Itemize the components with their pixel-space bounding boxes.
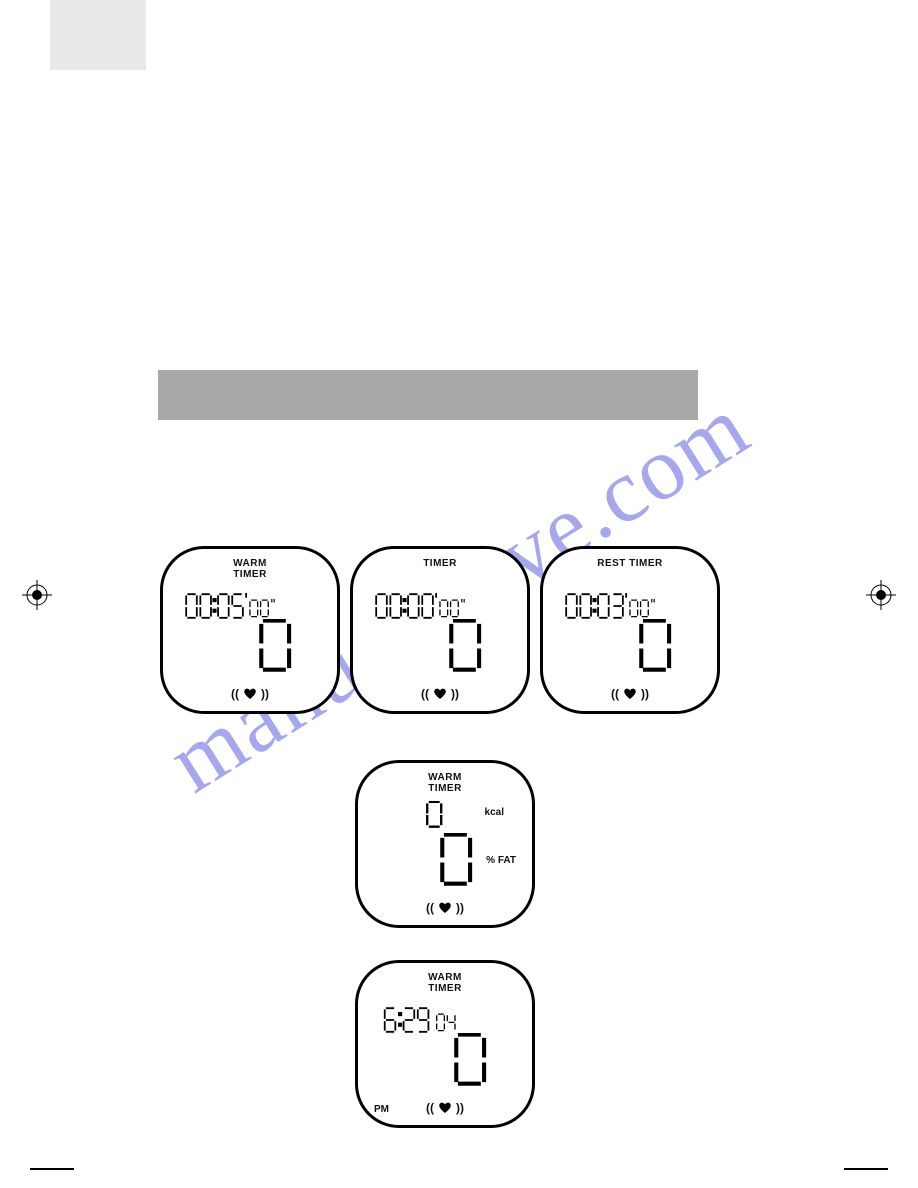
heart-icon — [623, 688, 637, 700]
kcal-label: kcal — [485, 807, 504, 818]
footer-line-right — [844, 1168, 888, 1170]
fat-label: % FAT — [486, 855, 516, 866]
watch-timer-big — [449, 619, 483, 673]
heart-icon — [438, 902, 452, 914]
watch-warm-timer: WARM TIMER — [160, 546, 340, 714]
label-warm: WARM — [358, 773, 532, 784]
heart-icon — [243, 688, 257, 700]
registration-mark-left — [22, 580, 52, 615]
watch-timer: TIMER — [350, 546, 530, 714]
seg-time-rest — [565, 591, 689, 621]
heart-row: (( )) — [358, 901, 532, 915]
watch-clock-big — [454, 1033, 488, 1087]
page: manualshive.com WARM TIMER — [0, 0, 918, 1188]
seg-big-zero — [259, 619, 293, 673]
watch-row-3: WARM TIMER PM — [355, 960, 535, 1128]
corner-box — [50, 0, 146, 70]
label-rest-timer: REST TIMER — [543, 559, 717, 570]
heart-icon — [433, 688, 447, 700]
watch-rest-time — [565, 591, 689, 621]
kcal-value — [426, 801, 444, 834]
watch-warm-time — [185, 591, 309, 621]
grey-bar — [158, 370, 698, 420]
watch-row-1: WARM TIMER — [160, 546, 720, 714]
label-timer: TIMER — [353, 559, 527, 570]
label-timer: TIMER — [358, 784, 532, 795]
watch-rest-labels: REST TIMER — [543, 559, 717, 570]
fat-value — [440, 833, 474, 892]
watch-clock-time — [380, 1005, 504, 1035]
heart-row: (( )) — [353, 687, 527, 701]
paren-r: )) — [261, 687, 269, 701]
watch-warm-labels: WARM TIMER — [163, 559, 337, 580]
watch-row-2: WARM TIMER kcal % FAT (( )) — [355, 760, 535, 928]
label-timer: TIMER — [358, 984, 532, 995]
watch-kcal-labels: WARM TIMER — [358, 773, 532, 794]
watch-timer-time — [375, 591, 499, 621]
watch-timer-labels: TIMER — [353, 559, 527, 570]
watch-kcal-fat: WARM TIMER kcal % FAT (( )) — [355, 760, 535, 928]
watch-rest-timer: REST TIMER — [540, 546, 720, 714]
watch-rest-big — [639, 619, 673, 673]
watch-clock-labels: WARM TIMER — [358, 973, 532, 994]
heart-row: (( )) — [543, 687, 717, 701]
label-timer: TIMER — [163, 570, 337, 581]
seg-time-clock — [380, 1005, 504, 1035]
registration-mark-right — [866, 580, 896, 615]
heart-row: (( )) — [163, 687, 337, 701]
watch-clock: WARM TIMER PM — [355, 960, 535, 1128]
label-warm: WARM — [358, 973, 532, 984]
paren-l: (( — [231, 687, 239, 701]
seg-time-warm — [185, 591, 309, 621]
heart-icon — [438, 1102, 452, 1114]
seg-time-timer — [375, 591, 499, 621]
label-warm: WARM — [163, 559, 337, 570]
footer-line-left — [30, 1168, 74, 1170]
heart-row: (( )) — [358, 1101, 532, 1115]
watch-warm-big — [259, 619, 293, 673]
